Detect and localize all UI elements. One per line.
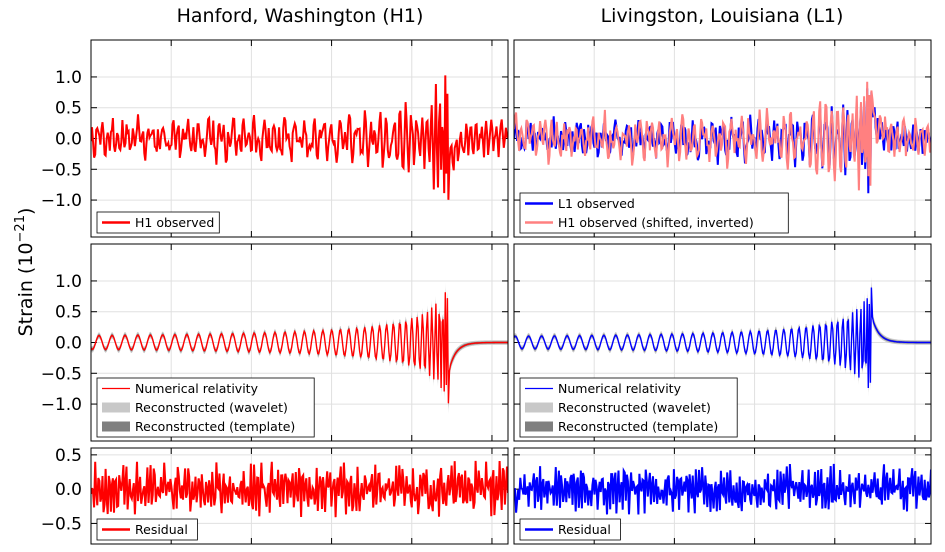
- legend-swatch: [102, 421, 130, 432]
- y-tick-label: −0.5: [41, 364, 82, 384]
- y-tick-label: 1.0: [55, 272, 82, 292]
- legend-label: L1 observed: [558, 196, 635, 211]
- panel-r0-c1: L1 observed H1 observed (shifted, inverte…: [513, 39, 932, 238]
- panel-r1-c0: Numerical relativity Reconstructed (wavel…: [90, 243, 509, 442]
- y-tick-label: −1.0: [41, 191, 82, 211]
- legend-label: Reconstructed (wavelet): [135, 400, 288, 415]
- series-line-nrL: [514, 287, 931, 389]
- y-tick-label: −0.5: [41, 514, 82, 534]
- title-l1: Livingston, Louisiana (L1): [601, 5, 844, 27]
- y-tick-label: −1.0: [41, 395, 82, 415]
- panel-r2-c0: Residual: [90, 447, 509, 545]
- legend-label: Reconstructed (wavelet): [558, 400, 711, 415]
- legend-label: Numerical relativity: [135, 381, 259, 396]
- y-tick-label: −0.5: [41, 160, 82, 180]
- axes-frame: [513, 447, 932, 545]
- panel-r2-c1: Residual: [513, 447, 932, 545]
- axes-frame: [513, 39, 932, 238]
- axes-frame: [90, 447, 509, 545]
- legend-label: H1 observed (shifted, inverted): [558, 215, 754, 230]
- y-tick-label: 1.0: [55, 68, 82, 88]
- axes-frame: [513, 243, 932, 442]
- legend-swatch: [525, 421, 553, 432]
- series-line-resH: [91, 460, 508, 518]
- legend-box: [519, 377, 738, 438]
- y-tick-label: 0.5: [55, 303, 82, 323]
- series-line-h1shift: [514, 81, 931, 191]
- legend-label: Numerical relativity: [558, 381, 682, 396]
- y-tick-label: 0.5: [55, 99, 82, 119]
- series-line-resL: [514, 463, 931, 515]
- legend-box: [96, 518, 198, 541]
- y-tick-label: 0.0: [55, 334, 82, 354]
- y-tick-label: 0.0: [55, 130, 82, 150]
- legend-label: Reconstructed (template): [135, 419, 295, 434]
- legend-box: [96, 211, 220, 234]
- legend-label: Residual: [558, 522, 611, 537]
- y-axis-label: Strain (10−21): [13, 208, 37, 337]
- legend-box: [519, 192, 789, 234]
- axes-frame: [90, 243, 509, 442]
- panel-r0-c0: H1 observed: [90, 39, 509, 238]
- legend-swatch: [525, 402, 553, 413]
- axes-frame: [90, 39, 509, 238]
- legend-label: Residual: [135, 522, 188, 537]
- y-tick-label: 0.5: [55, 446, 82, 466]
- y-tick-label: 0.0: [55, 480, 82, 500]
- series-line-nrH: [91, 292, 508, 404]
- legend-label: H1 observed: [135, 215, 214, 230]
- legend-box: [519, 518, 621, 541]
- legend-swatch: [102, 402, 130, 413]
- title-h1: Hanford, Washington (H1): [177, 5, 424, 27]
- panel-r1-c1: Numerical relativity Reconstructed (wavel…: [513, 243, 932, 442]
- legend-label: Reconstructed (template): [558, 419, 718, 434]
- series-line-h1obs: [91, 75, 508, 200]
- legend-box: [96, 377, 315, 438]
